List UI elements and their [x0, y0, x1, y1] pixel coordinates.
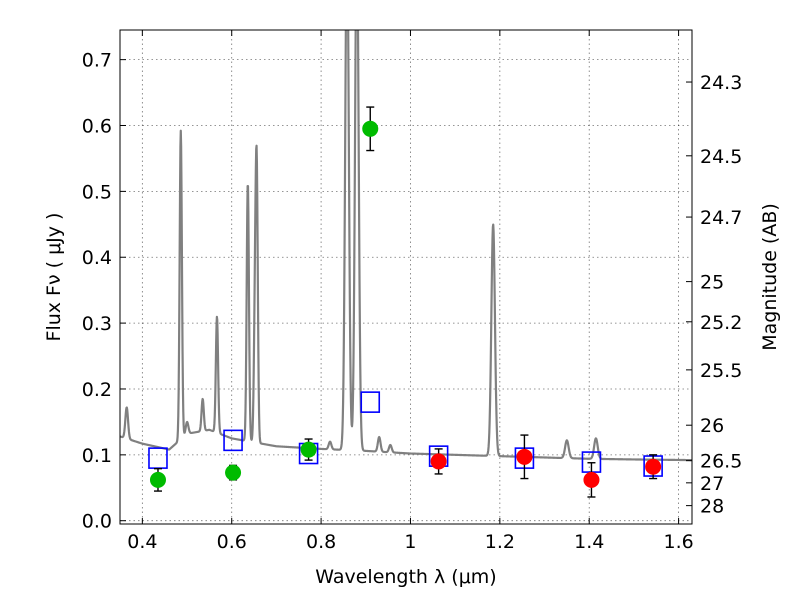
green-data-point — [300, 441, 317, 458]
model-square-point — [360, 391, 381, 413]
y2-tick-label: 25 — [700, 272, 724, 294]
x-tick-label: 0.8 — [306, 531, 336, 553]
y2-tick-label: 24.5 — [700, 146, 742, 168]
green-data-point — [225, 464, 242, 481]
plot-frame — [119, 29, 693, 525]
y2-tick-label: 25.2 — [700, 312, 742, 334]
y2-tick-label: 28 — [700, 496, 724, 518]
x-axis-label: Wavelength λ (μm) — [315, 566, 496, 588]
y2-tick-label: 26.5 — [700, 451, 742, 473]
y2-tick-label: 26 — [700, 415, 724, 437]
y-axis-label: Flux Fν ( μJy ) — [43, 213, 65, 342]
model-square-point — [148, 447, 168, 469]
green-data-point — [149, 471, 166, 488]
y-tick-label: 0.7 — [82, 50, 112, 72]
y-axis-left: 0.0 0.1 0.2 0.3 0.4 0.5 0.6 0.7 — [82, 50, 126, 533]
y-tick-label: 0.6 — [82, 116, 112, 138]
x-tick-label: 1.2 — [485, 531, 515, 553]
points-layer — [148, 106, 663, 498]
red-data-point — [583, 471, 600, 488]
y-tick-label: 0.4 — [82, 247, 112, 269]
x-tick-label: 1 — [404, 531, 416, 553]
x-axis: 0.4 0.6 0.8 1 1.2 1.4 1.6 — [127, 30, 694, 553]
green-data-point — [362, 120, 379, 137]
spectrum-line — [120, 30, 692, 462]
y2-tick-label: 24.3 — [700, 72, 742, 94]
y2-tick-label: 24.7 — [700, 207, 742, 229]
y2-tick-label: 27 — [700, 473, 724, 495]
model-square-point — [223, 429, 243, 452]
y-tick-label: 0.3 — [82, 313, 112, 335]
x-tick-label: 1.6 — [663, 531, 693, 553]
red-data-point — [516, 448, 533, 465]
x-tick-label: 0.6 — [217, 531, 247, 553]
y-tick-label: 0.0 — [82, 511, 112, 533]
y2-tick-label: 25.5 — [700, 360, 742, 382]
red-data-point — [430, 453, 447, 470]
y-tick-label: 0.1 — [82, 445, 112, 467]
y-tick-label: 0.2 — [82, 379, 112, 401]
x-tick-label: 1.4 — [574, 531, 604, 553]
x-tick-label: 0.4 — [127, 531, 157, 553]
y-tick-label: 0.5 — [82, 181, 112, 203]
spectrum-layer — [120, 30, 692, 462]
red-data-point — [645, 458, 662, 475]
y2-axis-label: Magnitude (AB) — [759, 203, 781, 351]
grid — [120, 30, 692, 524]
